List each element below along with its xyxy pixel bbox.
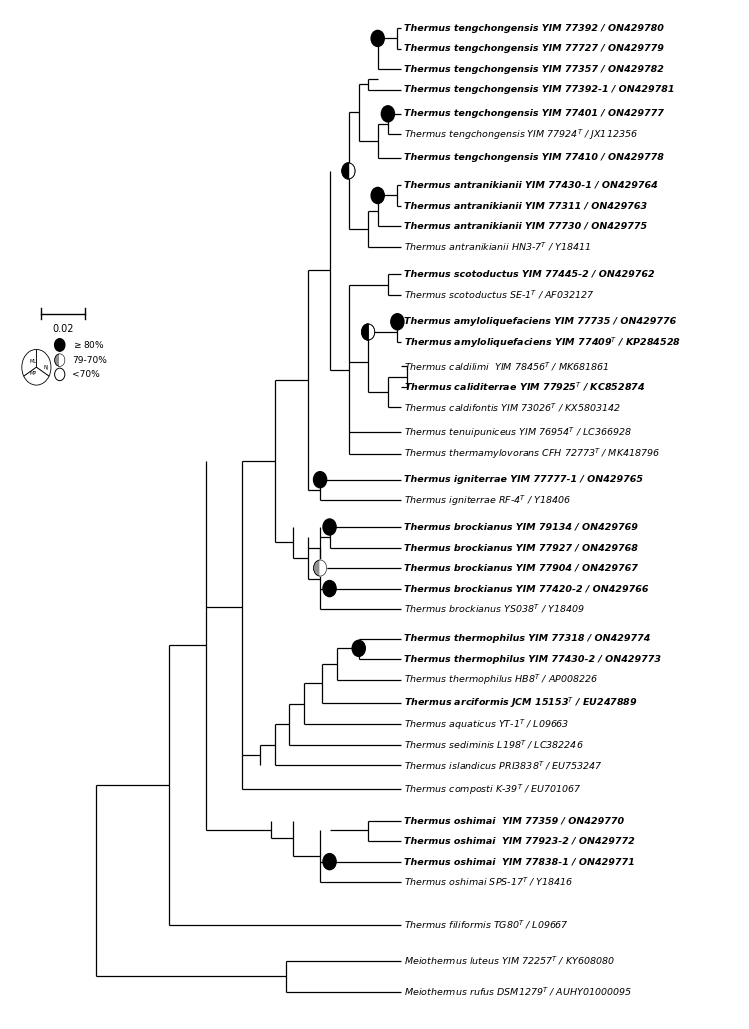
Text: Thermus antranikianii YIM 77430-1 / ON429764: Thermus antranikianii YIM 77430-1 / ON42… xyxy=(404,181,658,189)
Text: Thermus aquaticus YT-1$^T$ / L09663: Thermus aquaticus YT-1$^T$ / L09663 xyxy=(404,717,569,732)
Text: Thermus tengchongensis YIM 77401 / ON429777: Thermus tengchongensis YIM 77401 / ON429… xyxy=(404,109,664,118)
Circle shape xyxy=(314,560,327,576)
Text: Thermus brockianus YIM 77904 / ON429767: Thermus brockianus YIM 77904 / ON429767 xyxy=(404,564,638,572)
Text: Thermus brockianus YS038$^T$ / Y18409: Thermus brockianus YS038$^T$ / Y18409 xyxy=(404,603,585,615)
Text: Thermus tengchongensis YIM 77410 / ON429778: Thermus tengchongensis YIM 77410 / ON429… xyxy=(404,153,664,162)
Text: Thermus thermamylovorans CFH 72773$^T$ / MK418796: Thermus thermamylovorans CFH 72773$^T$ /… xyxy=(404,447,660,461)
Text: Thermus tengchongensis YIM 77924$^T$ / JX112356: Thermus tengchongensis YIM 77924$^T$ / J… xyxy=(404,127,637,142)
Circle shape xyxy=(323,519,336,535)
Circle shape xyxy=(55,339,65,351)
Text: Thermus arciformis JCM 15153$^T$ / EU247889: Thermus arciformis JCM 15153$^T$ / EU247… xyxy=(404,696,637,710)
Wedge shape xyxy=(37,350,51,377)
Text: Thermus thermophilus HB8$^T$ / AP008226: Thermus thermophilus HB8$^T$ / AP008226 xyxy=(404,672,598,687)
Text: Thermus tengchongensis YIM 77727 / ON429779: Thermus tengchongensis YIM 77727 / ON429… xyxy=(404,44,664,54)
Text: Thermus oshimai  YIM 77838-1 / ON429771: Thermus oshimai YIM 77838-1 / ON429771 xyxy=(404,857,634,866)
Text: Thermus amyloliquefaciens YIM 77409$^T$ / KP284528: Thermus amyloliquefaciens YIM 77409$^T$ … xyxy=(404,335,681,350)
Text: Thermus oshimai  YIM 77359 / ON429770: Thermus oshimai YIM 77359 / ON429770 xyxy=(404,816,624,825)
Circle shape xyxy=(381,106,395,121)
Text: Thermus brockianus YIM 77927 / ON429768: Thermus brockianus YIM 77927 / ON429768 xyxy=(404,543,638,552)
Text: Thermus caliditerrae YIM 77925$^T$ / KC852874: Thermus caliditerrae YIM 77925$^T$ / KC8… xyxy=(404,381,646,393)
Circle shape xyxy=(391,314,404,329)
Wedge shape xyxy=(362,324,369,340)
Text: Thermus scotoductus YIM 77445-2 / ON429762: Thermus scotoductus YIM 77445-2 / ON4297… xyxy=(404,270,655,279)
Text: Thermus thermophilus YIM 77430-2 / ON429773: Thermus thermophilus YIM 77430-2 / ON429… xyxy=(404,654,661,664)
Text: Thermus tenuipuniceus YIM 76954$^T$ / LC366928: Thermus tenuipuniceus YIM 76954$^T$ / LC… xyxy=(404,425,632,439)
Text: Thermus igniterrae YIM 77777-1 / ON429765: Thermus igniterrae YIM 77777-1 / ON42976… xyxy=(404,475,643,485)
Circle shape xyxy=(352,640,366,657)
Text: Thermus tengchongensis YIM 77357 / ON429782: Thermus tengchongensis YIM 77357 / ON429… xyxy=(404,65,664,74)
Text: Thermus antranikianii HN3-7$^T$ / Y18411: Thermus antranikianii HN3-7$^T$ / Y18411 xyxy=(404,241,591,253)
Text: Thermus filiformis TG80$^T$ / L09667: Thermus filiformis TG80$^T$ / L09667 xyxy=(404,919,569,931)
Circle shape xyxy=(362,324,374,340)
Text: Thermus tengchongensis YIM 77392-1 / ON429781: Thermus tengchongensis YIM 77392-1 / ON4… xyxy=(404,85,674,95)
Text: 79-70%: 79-70% xyxy=(73,356,107,364)
Text: Thermus antranikianii YIM 77730 / ON429775: Thermus antranikianii YIM 77730 / ON4297… xyxy=(404,222,647,230)
Text: NJ: NJ xyxy=(43,364,49,369)
Text: Thermus caldilimi  YIM 78456$^T$ / MK681861: Thermus caldilimi YIM 78456$^T$ / MK6818… xyxy=(404,360,609,372)
Text: Thermus thermophilus YIM 77318 / ON429774: Thermus thermophilus YIM 77318 / ON42977… xyxy=(404,634,650,643)
Text: Thermus oshimai  YIM 77923-2 / ON429772: Thermus oshimai YIM 77923-2 / ON429772 xyxy=(404,837,634,846)
Circle shape xyxy=(323,580,336,597)
Text: Thermus scotoductus SE-1$^T$ / AF032127: Thermus scotoductus SE-1$^T$ / AF032127 xyxy=(404,289,595,301)
Text: Thermus tengchongensis YIM 77392 / ON429780: Thermus tengchongensis YIM 77392 / ON429… xyxy=(404,24,664,33)
Wedge shape xyxy=(60,354,65,366)
Text: MP: MP xyxy=(30,371,37,376)
Text: Thermus brockianus YIM 79134 / ON429769: Thermus brockianus YIM 79134 / ON429769 xyxy=(404,523,638,532)
Text: Thermus amyloliquefaciens YIM 77735 / ON429776: Thermus amyloliquefaciens YIM 77735 / ON… xyxy=(404,317,676,326)
Text: Thermus brockianus YIM 77420-2 / ON429766: Thermus brockianus YIM 77420-2 / ON42976… xyxy=(404,584,649,593)
Text: Thermus igniterrae RF-4$^T$ / Y18406: Thermus igniterrae RF-4$^T$ / Y18406 xyxy=(404,493,571,507)
Text: Thermus caldifontis YIM 73026$^T$ / KX5803142: Thermus caldifontis YIM 73026$^T$ / KX58… xyxy=(404,401,621,414)
Circle shape xyxy=(323,854,336,870)
Circle shape xyxy=(372,187,384,204)
Text: <70%: <70% xyxy=(73,369,100,379)
Text: Thermus composti K-39$^T$ / EU701067: Thermus composti K-39$^T$ / EU701067 xyxy=(404,782,582,796)
Circle shape xyxy=(342,163,355,179)
Text: Thermus islandicus PRI3838$^T$ / EU753247: Thermus islandicus PRI3838$^T$ / EU75324… xyxy=(404,759,603,772)
Circle shape xyxy=(55,368,65,381)
Text: 0.02: 0.02 xyxy=(52,324,74,334)
Wedge shape xyxy=(24,367,49,385)
Text: Thermus oshimai SPS-17$^T$ / Y18416: Thermus oshimai SPS-17$^T$ / Y18416 xyxy=(404,876,574,888)
Wedge shape xyxy=(342,163,348,179)
Text: Thermus antranikianii YIM 77311 / ON429763: Thermus antranikianii YIM 77311 / ON4297… xyxy=(404,202,647,210)
Wedge shape xyxy=(22,350,37,377)
Text: ML: ML xyxy=(30,358,37,363)
Wedge shape xyxy=(320,560,327,576)
Circle shape xyxy=(372,31,384,46)
Text: Meiothermus luteus YIM 72257$^T$ / KY608080: Meiothermus luteus YIM 72257$^T$ / KY608… xyxy=(404,954,615,967)
Circle shape xyxy=(314,471,327,488)
Circle shape xyxy=(55,354,65,366)
Text: Thermus sediminis L198$^T$ / LC382246: Thermus sediminis L198$^T$ / LC382246 xyxy=(404,739,583,751)
Text: Meiothermus rufus DSM1279$^T$ / AUHY01000095: Meiothermus rufus DSM1279$^T$ / AUHY0100… xyxy=(404,986,632,998)
Text: $\geq$80%: $\geq$80% xyxy=(73,340,105,351)
